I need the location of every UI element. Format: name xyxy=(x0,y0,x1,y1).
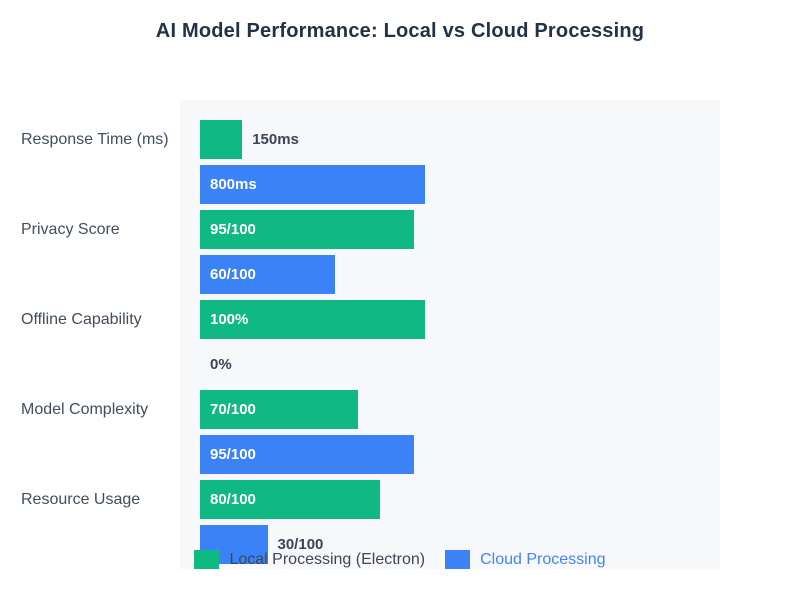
local-bar xyxy=(200,300,425,339)
legend-item-cloud[interactable]: Cloud Processing xyxy=(445,550,606,569)
category-label: Privacy Score xyxy=(21,220,120,238)
bar-value-label: 150ms xyxy=(252,131,299,148)
category-label: Model Complexity xyxy=(21,400,149,418)
local-bar-track: 95/100 xyxy=(200,210,720,249)
local-bar-track: 100% xyxy=(200,300,720,339)
bar-value-label: 0% xyxy=(210,356,232,373)
chart-title: AI Model Performance: Local vs Cloud Pro… xyxy=(155,20,645,42)
category-row-resource-usage: Resource Usage 80/100 30/100 xyxy=(0,480,800,570)
cloud-bar xyxy=(200,165,425,204)
bar-value-label: 80/100 xyxy=(210,491,256,508)
legend-label-cloud: Cloud Processing xyxy=(480,550,606,568)
cloud-bar xyxy=(200,255,335,294)
bar-value-label: 95/100 xyxy=(210,446,256,463)
local-bar xyxy=(200,390,358,429)
legend-swatch-cloud-icon xyxy=(445,550,471,569)
cloud-bar xyxy=(200,435,414,474)
bar-value-label: 100% xyxy=(210,311,249,328)
legend-label-local: Local Processing (Electron) xyxy=(229,550,426,568)
category-label: Offline Capability xyxy=(21,310,142,328)
legend-swatch-local-icon xyxy=(194,550,220,569)
local-bar-track: 80/100 xyxy=(200,480,720,519)
cloud-bar-track: 60/100 xyxy=(200,255,720,294)
bar-value-label: 95/100 xyxy=(210,221,256,238)
cloud-bar-track: 800ms xyxy=(200,165,720,204)
legend-item-local[interactable]: Local Processing (Electron) xyxy=(194,550,425,569)
local-bar xyxy=(200,210,414,249)
bar-value-label: 800ms xyxy=(210,176,257,193)
local-bar xyxy=(200,480,380,519)
local-bar-track: 150ms xyxy=(200,120,720,159)
bar-value-label: 60/100 xyxy=(210,266,256,283)
bar-value-label: 30/100 xyxy=(277,536,324,553)
category-label: Resource Usage xyxy=(21,490,141,508)
cloud-bar-track: 95/100 xyxy=(200,435,720,474)
category-row-model-complexity: Model Complexity 70/100 95/100 xyxy=(0,390,800,480)
category-row-response-time: Response Time (ms) 150ms 800ms xyxy=(0,120,800,210)
local-bar-track: 70/100 xyxy=(200,390,720,429)
category-row-offline-capability: Offline Capability 100% 0% xyxy=(0,300,800,390)
cloud-bar-track: 0% xyxy=(200,345,720,384)
bar-value-label: 70/100 xyxy=(210,401,256,418)
category-row-privacy-score: Privacy Score 95/100 60/100 xyxy=(0,210,800,300)
local-bar xyxy=(200,120,243,159)
bars-container: Response Time (ms) 150ms 800ms Privacy S… xyxy=(0,120,800,570)
category-label: Response Time (ms) xyxy=(21,130,169,148)
legend: Local Processing (Electron) Cloud Proces… xyxy=(0,550,800,569)
